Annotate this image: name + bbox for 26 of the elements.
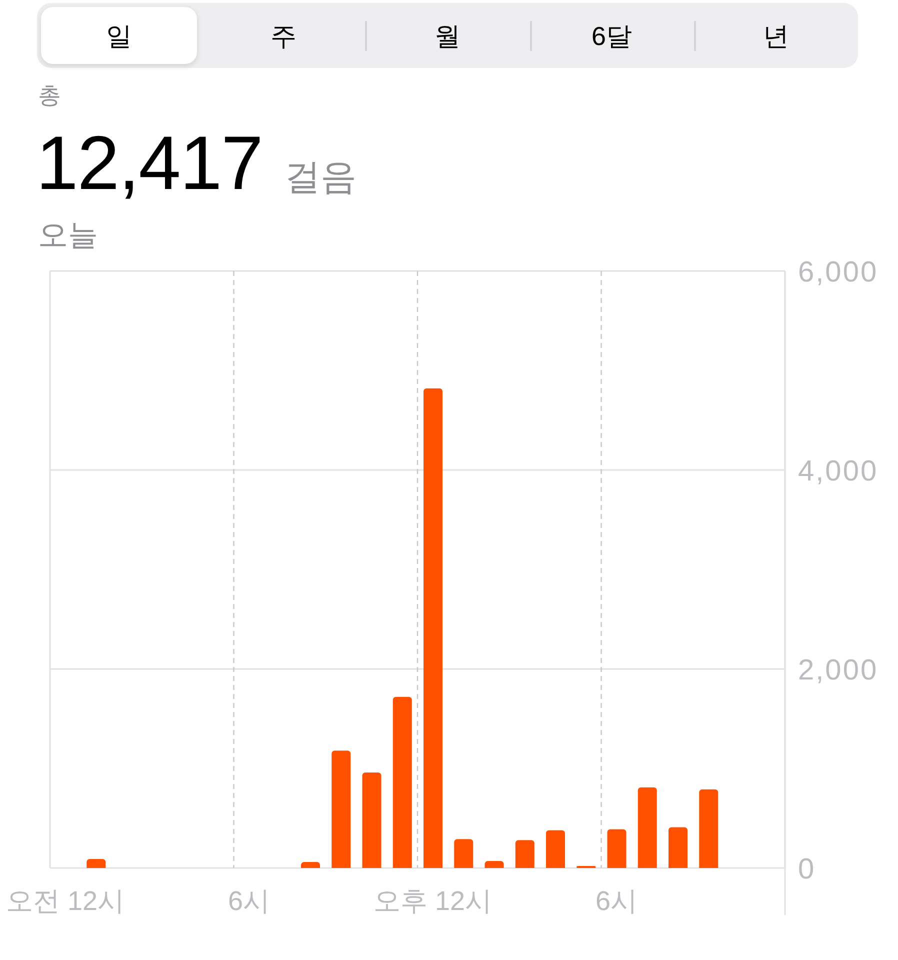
bar [607,829,626,868]
x-tick-label: 오후 12시 [374,886,492,916]
x-tick-label: 오전 12시 [6,886,125,916]
bar [332,750,351,868]
chart-subtitle: 오늘 [38,219,98,252]
bar [638,787,657,868]
y-tick-label: 6,000 [798,256,878,288]
bar [515,840,534,868]
bar [454,839,474,868]
bar [699,789,718,868]
y-tick-label: 2,000 [798,654,878,686]
bar [668,827,688,868]
text: 총 [38,82,61,108]
y-tick-label: 4,000 [798,455,878,488]
segmented-control: 일 주 월 6달 년 [37,3,858,68]
bar [362,772,382,868]
x-tick-label: 6시 [228,886,270,916]
bar [301,862,320,868]
bar [86,859,106,868]
bar [392,696,412,868]
y-tick-label: 0 [798,853,816,886]
bar [546,830,565,868]
chart-title: 12,417 걸음 [36,121,356,206]
bar [424,388,442,868]
bar [484,861,504,868]
x-tick-label: 6시 [596,886,638,916]
